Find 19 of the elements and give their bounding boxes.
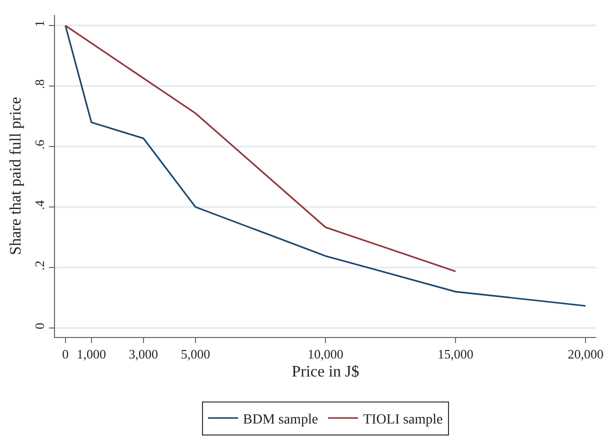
y-tick-label: .6 (32, 139, 47, 150)
x-tick-label: 0 (62, 346, 69, 362)
line-series (64, 24, 586, 307)
y-tick-label: 0 (32, 322, 47, 330)
y-tick-label: .8 (32, 79, 47, 89)
y-tick-label: .2 (32, 260, 47, 270)
x-tick-label: 3,000 (128, 346, 158, 362)
y-tick-label: 1 (32, 20, 47, 27)
y-tick-label: .4 (32, 200, 47, 210)
x-tick-label: 5,000 (180, 346, 210, 362)
x-axis-title: Price in J$ (292, 363, 360, 380)
x-tick-label: 1,000 (76, 346, 106, 362)
x-tick-label: 20,000 (568, 346, 604, 362)
y-axis-title: Share that paid full price (8, 96, 25, 256)
legend-label: BDM sample (243, 412, 318, 428)
x-tick-label: 10,000 (308, 346, 344, 362)
x-tick-label: 15,000 (438, 346, 474, 362)
line-series (64, 24, 456, 272)
legend-label: TIOLI sample (363, 412, 443, 428)
